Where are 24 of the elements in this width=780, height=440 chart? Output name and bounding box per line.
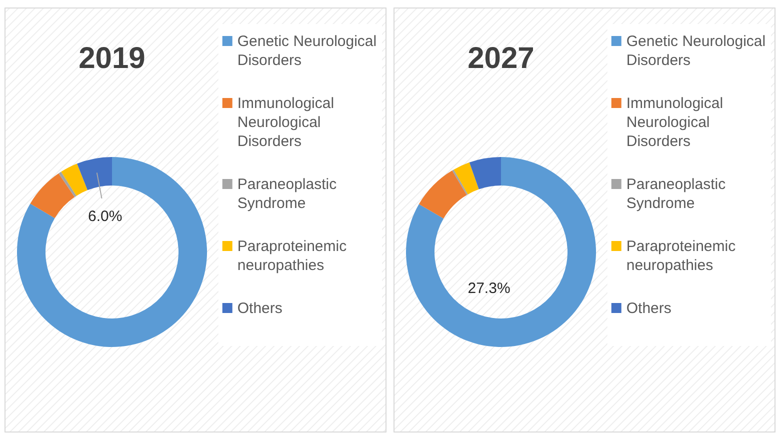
chart-title: 2019 [78, 42, 146, 75]
legend-label: Paraproteinemic neuropathies [626, 238, 736, 274]
donut-slice [469, 157, 501, 190]
chart-title: 2027 [468, 42, 534, 75]
legend-label: Paraneoplastic Syndrome [237, 176, 338, 212]
donut-slice [77, 157, 112, 190]
donut-slice [17, 157, 207, 347]
text: 27.3% [468, 280, 510, 298]
donut-slice [30, 173, 75, 218]
legend-label: Immunological Neurological Disorders [626, 95, 724, 150]
donut-slice [58, 172, 76, 197]
donut-slice [61, 164, 88, 196]
donut-slice [418, 170, 467, 219]
legend-label: Paraproteinemic neuropathies [237, 238, 348, 274]
donut-slice [452, 170, 468, 195]
legend-label: Immunological Neurological Disorders [237, 95, 334, 150]
legend-label: Genetic Neurological Disorders [626, 33, 766, 69]
data-label: 6.0% [88, 208, 122, 226]
donut-slice [406, 157, 596, 347]
legend-label: Others [237, 300, 282, 317]
legend-label: Genetic Neurological Disorders [237, 33, 377, 69]
legend-label: Others [626, 300, 672, 317]
donut-slice [454, 162, 479, 194]
legend-label: Paraneoplastic Syndrome [626, 176, 726, 212]
